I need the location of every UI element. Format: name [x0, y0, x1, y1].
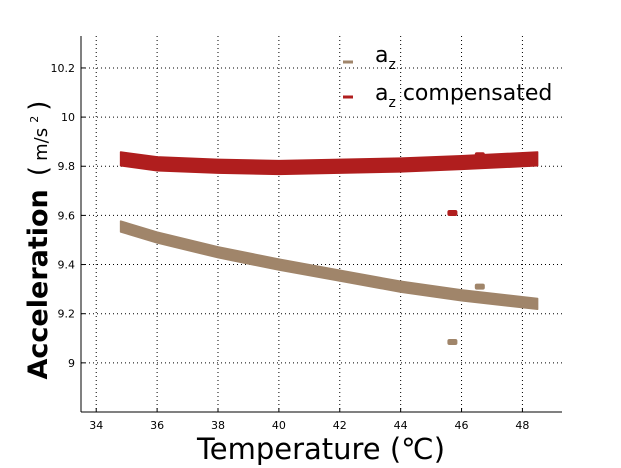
series-0-outlier-point	[447, 338, 458, 345]
legend: az az compensated	[343, 43, 552, 111]
svg-text:az: az	[375, 43, 396, 73]
x-tick-label: 42	[333, 419, 347, 432]
y-tick-label: 9.4	[58, 259, 76, 272]
y-tick-label: 10.2	[51, 62, 76, 75]
y-ticks: 9 9.2 9.4 9.6 9.8 10 10.2	[51, 62, 85, 370]
legend-entry-az: az	[343, 43, 396, 73]
legend-azc-sub: z	[388, 95, 395, 111]
y-tick-label: 9.8	[58, 160, 76, 173]
y-tick-label: 9.6	[58, 209, 76, 222]
series-1-outlier-point	[447, 209, 458, 216]
legend-entry-az-compensated: az compensated	[343, 81, 552, 111]
x-axis-label: Temperature (℃)	[196, 432, 445, 466]
y-tick-label: 10	[61, 111, 75, 124]
legend-azc-base: a	[375, 81, 388, 106]
x-tick-label: 36	[150, 419, 164, 432]
series-0-band	[119, 220, 539, 311]
plot-background	[81, 36, 562, 412]
series-0-outlier-point	[474, 283, 485, 290]
series-1-band	[119, 151, 539, 176]
data-series	[119, 151, 539, 345]
x-tick-label: 46	[455, 419, 469, 432]
x-ticks: 34 36 38 40 42 44 46 48	[89, 408, 529, 432]
y-axis-label-main: Acceleration	[23, 189, 54, 379]
svg-text:az compensated: az compensated	[375, 81, 552, 111]
y-tick-label: 9	[68, 357, 75, 370]
legend-az-base: a	[375, 43, 388, 68]
y-tick-label: 9.2	[58, 308, 76, 321]
legend-azc-suffix: compensated	[396, 81, 553, 106]
y-axis-unit: m/s	[31, 128, 52, 161]
y-axis-label: Acceleration ( m/s 2 )	[23, 101, 54, 380]
x-tick-label: 34	[89, 419, 103, 432]
x-tick-label: 40	[272, 419, 286, 432]
x-tick-label: 48	[515, 419, 529, 432]
legend-az-sub: z	[388, 57, 395, 73]
series-1-outlier-point	[474, 152, 485, 159]
y-axis-label-group: Acceleration ( m/s 2 )	[23, 101, 54, 380]
x-tick-label: 44	[394, 419, 408, 432]
y-axis-unit-exponent: 2	[28, 116, 41, 123]
x-tick-label: 38	[211, 419, 225, 432]
